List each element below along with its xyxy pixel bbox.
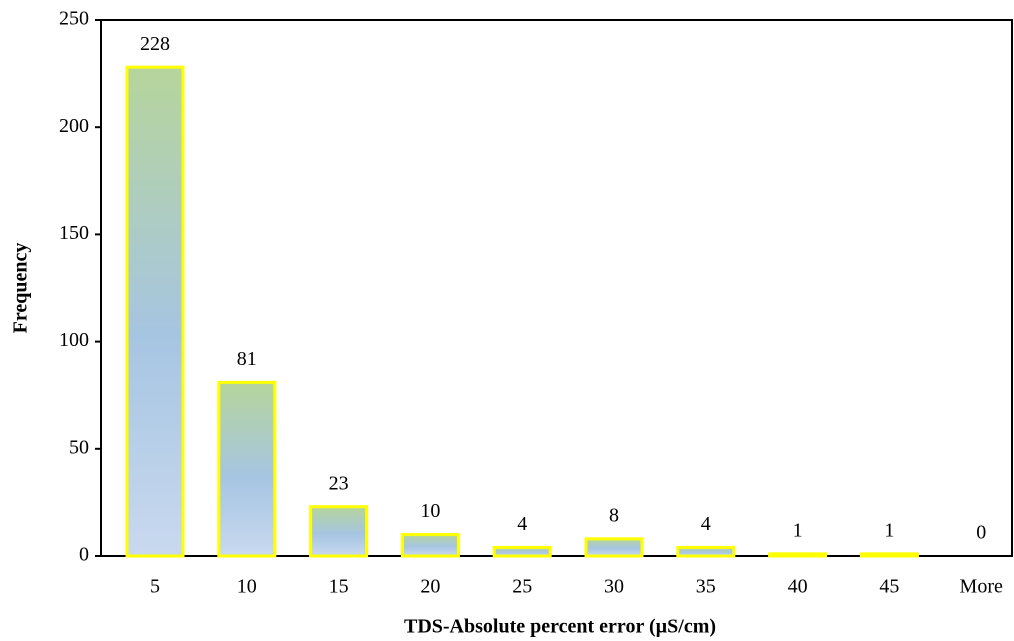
bar bbox=[492, 545, 552, 558]
data-label: 1 bbox=[793, 519, 803, 541]
x-tick-label: 40 bbox=[788, 576, 808, 598]
x-axis-title: TDS-Absolute percent error (µS/cm) bbox=[404, 616, 716, 638]
x-tick-label: 35 bbox=[696, 576, 716, 598]
x-tick-label: 15 bbox=[329, 576, 349, 598]
bar bbox=[584, 537, 644, 558]
plot-frame bbox=[100, 19, 1013, 557]
y-tick-label: 250 bbox=[59, 8, 89, 30]
bar bbox=[400, 533, 460, 558]
x-tick-label: 25 bbox=[512, 576, 532, 598]
x-tick-label: 10 bbox=[237, 576, 257, 598]
y-tick-label: 100 bbox=[59, 329, 89, 351]
data-label: 0 bbox=[976, 522, 986, 544]
x-tick-label: 20 bbox=[420, 576, 440, 598]
bar bbox=[676, 545, 736, 558]
data-label: 1 bbox=[884, 519, 894, 541]
data-label: 81 bbox=[237, 348, 257, 370]
data-label: 228 bbox=[140, 33, 170, 55]
y-tick-label: 50 bbox=[69, 436, 89, 458]
y-tick-label: 0 bbox=[79, 544, 89, 566]
bar bbox=[309, 505, 369, 558]
x-tick-label: 5 bbox=[150, 576, 160, 598]
data-label: 23 bbox=[329, 472, 349, 494]
data-label: 8 bbox=[609, 504, 619, 526]
data-label: 4 bbox=[701, 513, 711, 535]
data-label: 4 bbox=[517, 513, 527, 535]
bar bbox=[859, 552, 919, 558]
bar bbox=[768, 552, 828, 558]
bar bbox=[125, 65, 185, 558]
x-tick-label: 30 bbox=[604, 576, 624, 598]
x-tick-label: More bbox=[960, 576, 1003, 598]
data-label: 10 bbox=[420, 500, 440, 522]
x-tick-label: 45 bbox=[879, 576, 899, 598]
bar bbox=[217, 380, 277, 558]
y-tick-label: 150 bbox=[59, 222, 89, 244]
y-tick-label: 200 bbox=[59, 115, 89, 137]
y-axis-title: Frequency bbox=[10, 243, 32, 334]
